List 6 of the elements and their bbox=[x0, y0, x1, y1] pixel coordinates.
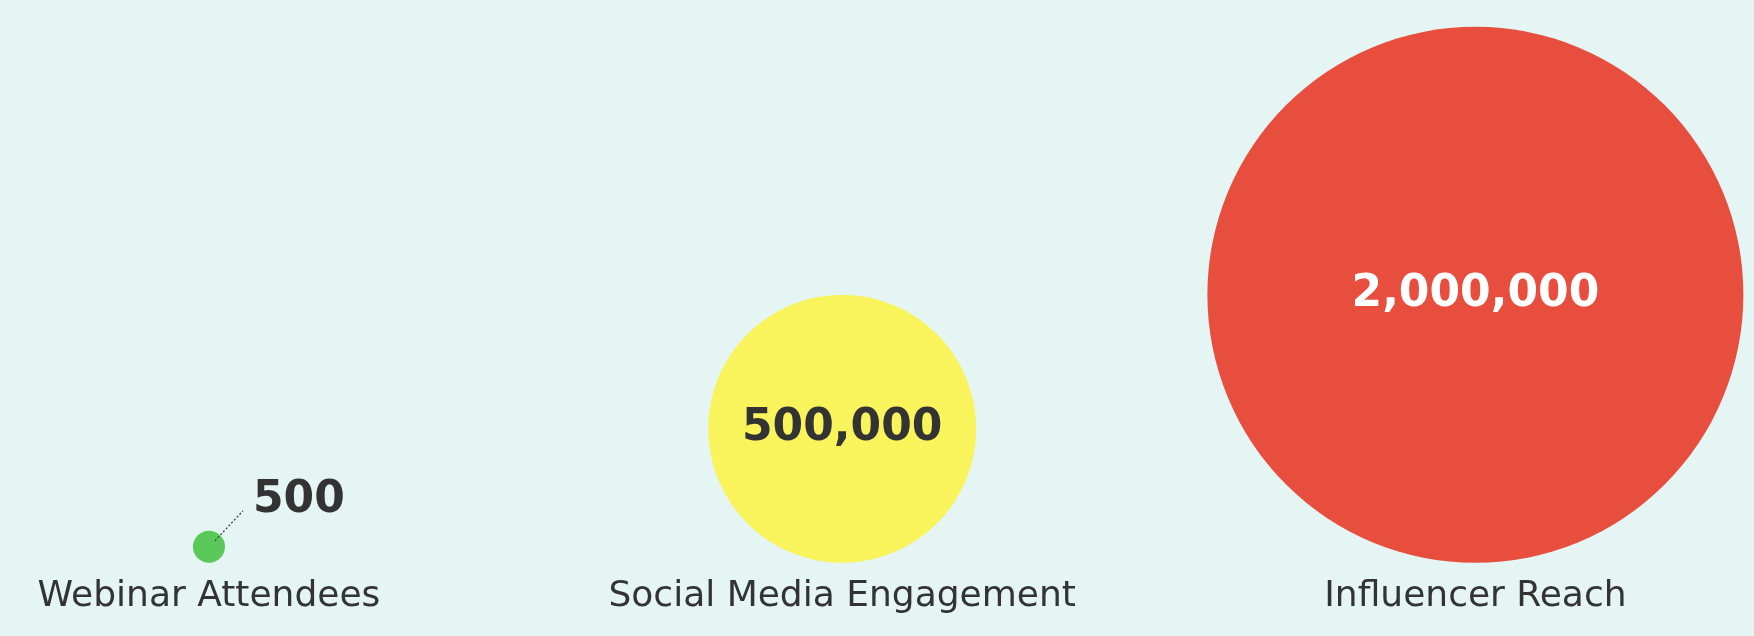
data-label: 500,000 bbox=[741, 399, 943, 451]
data-label: 2,000,000 bbox=[1351, 265, 1600, 317]
category-label: Influencer Reach bbox=[1324, 572, 1627, 614]
category-label: Social Media Engagement bbox=[608, 572, 1076, 614]
category-label: Webinar Attendees bbox=[37, 572, 381, 614]
data-label: 500 bbox=[252, 471, 345, 523]
